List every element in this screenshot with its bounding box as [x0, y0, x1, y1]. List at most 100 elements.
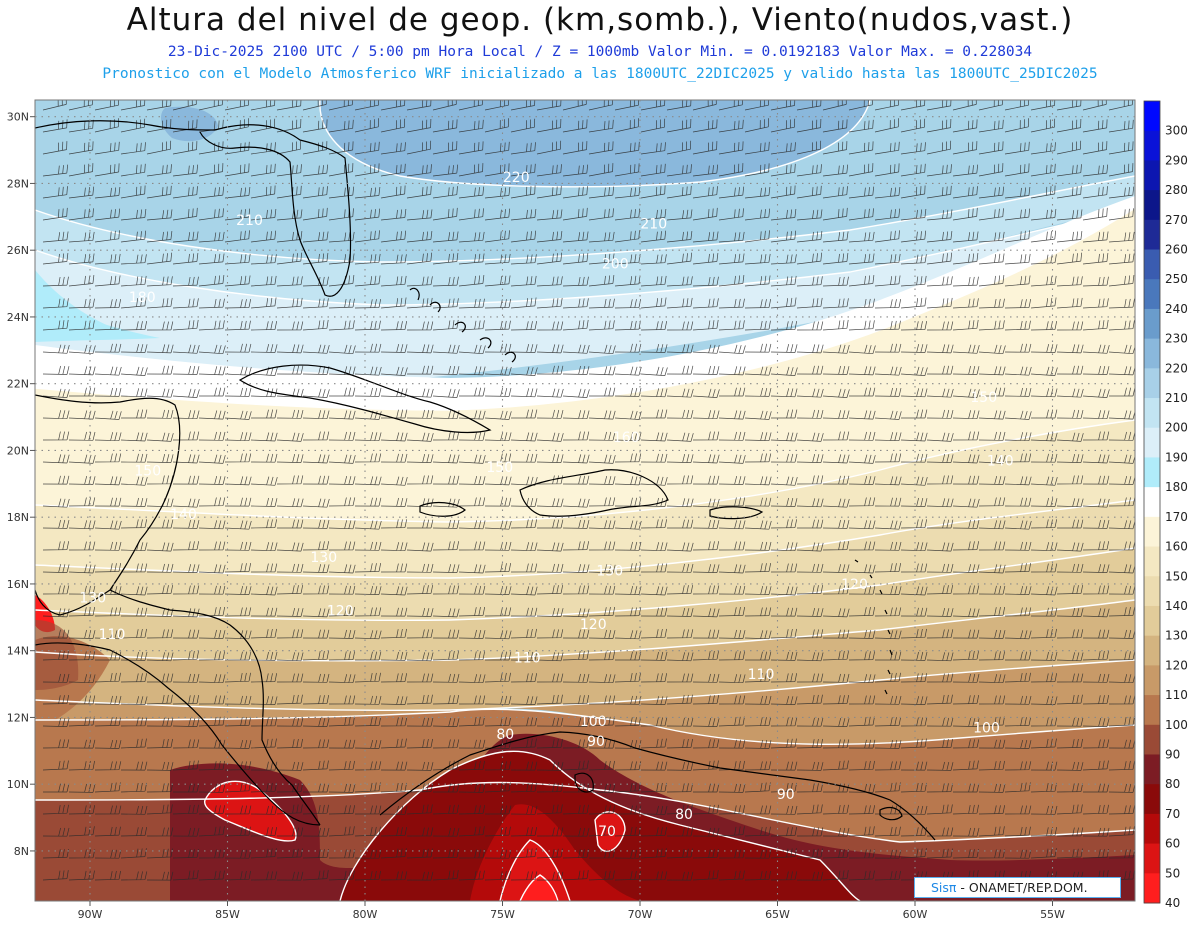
wind-barb [380, 519, 408, 529]
wind-barb [42, 186, 68, 199]
wind-barb [666, 276, 693, 287]
wind-barb [224, 100, 249, 111]
wind-barb [796, 140, 822, 155]
wind-barb [744, 275, 771, 287]
wind-barb [224, 453, 252, 463]
wind-barb [796, 783, 824, 793]
wind-barb [380, 163, 406, 177]
wind-barb [926, 100, 952, 111]
wind-barb [900, 628, 927, 639]
wind-barb [953, 783, 980, 793]
wind-barb [276, 694, 303, 705]
wind-barb [562, 519, 590, 529]
wind-barb [68, 695, 96, 705]
wind-barb [224, 432, 252, 442]
wind-barb [770, 542, 798, 552]
wind-barb [848, 520, 876, 530]
wind-barb [172, 650, 199, 661]
wind-barb [68, 805, 96, 815]
wind-barb [1004, 410, 1032, 420]
wind-barb [354, 366, 382, 376]
wind-barb [380, 827, 408, 837]
wind-barb [172, 739, 200, 749]
wind-barb [744, 782, 771, 793]
wind-barb [484, 299, 512, 309]
wind-barb [1030, 230, 1057, 243]
colorbar-label: 300 [1165, 124, 1188, 138]
wind-barb [172, 319, 199, 331]
wind-barb [328, 849, 356, 859]
wind-barb [250, 185, 276, 199]
wind-barb [640, 848, 667, 859]
wind-barb [744, 366, 772, 376]
wind-barb [978, 629, 1006, 639]
wind-barb [302, 186, 328, 199]
wind-barb [770, 432, 798, 442]
wind-barb [172, 410, 200, 420]
wind-barb [926, 804, 953, 815]
wind-barb [1108, 208, 1134, 221]
wind-barb [328, 541, 356, 551]
lat-tick-label: 12N [7, 711, 29, 724]
wind-barb [848, 410, 876, 420]
wind-barb [120, 871, 148, 881]
wind-barb [354, 432, 382, 442]
lat-tick-label: 22N [7, 378, 29, 391]
wind-barb [432, 319, 459, 331]
wind-barb [1082, 498, 1110, 508]
wind-barb [588, 760, 615, 771]
wind-barb [770, 230, 797, 243]
wind-barb [120, 344, 148, 353]
wind-barb [952, 207, 978, 221]
wind-barb [588, 454, 616, 464]
wind-barb [354, 826, 381, 837]
wind-barb [68, 298, 95, 309]
wind-barb [952, 164, 979, 177]
wind-barb [42, 253, 69, 265]
contour-label: 140 [987, 453, 1014, 469]
contour-label: 210 [236, 213, 263, 229]
wind-barb [874, 410, 902, 420]
wind-barb [380, 586, 408, 596]
wind-barb [380, 696, 408, 705]
wind-barb [874, 826, 901, 837]
wind-barb [354, 320, 381, 331]
wind-barb [1030, 761, 1058, 771]
wind-barb [900, 453, 928, 463]
wind-barb [796, 185, 822, 199]
wind-barb [848, 366, 876, 376]
wind-barb [1056, 252, 1083, 265]
wind-barb [900, 344, 928, 353]
wind-barb [42, 718, 70, 727]
wind-barb [484, 563, 512, 573]
wind-barb [276, 717, 304, 727]
wind-barb [510, 230, 537, 243]
wind-barb [1030, 344, 1058, 353]
wind-barb [1056, 321, 1084, 331]
wind-barb [42, 344, 70, 354]
wind-barb [328, 275, 355, 287]
wind-barb [1108, 651, 1135, 661]
wind-barb [1030, 563, 1058, 573]
wind-barb [42, 870, 69, 881]
wind-barb [406, 297, 433, 309]
wind-barb [692, 454, 720, 464]
wind-barb [1108, 410, 1135, 420]
wind-barb [615, 651, 642, 661]
wind-barb [276, 652, 304, 662]
wind-barb [563, 783, 590, 793]
wind-barb [458, 497, 486, 507]
wind-barb [458, 870, 485, 881]
wind-barb [94, 100, 119, 111]
wind-barb [432, 760, 459, 771]
wind-barb [1004, 849, 1032, 859]
wind-barb [484, 453, 512, 463]
wind-barb [224, 299, 252, 309]
wind-barb [1004, 476, 1032, 486]
wind-barb [1004, 717, 1032, 727]
wind-barb [380, 275, 407, 287]
wind-barb [1082, 608, 1110, 618]
wind-barb [588, 275, 615, 287]
wind-barb [328, 366, 356, 376]
wind-barb [276, 673, 304, 683]
